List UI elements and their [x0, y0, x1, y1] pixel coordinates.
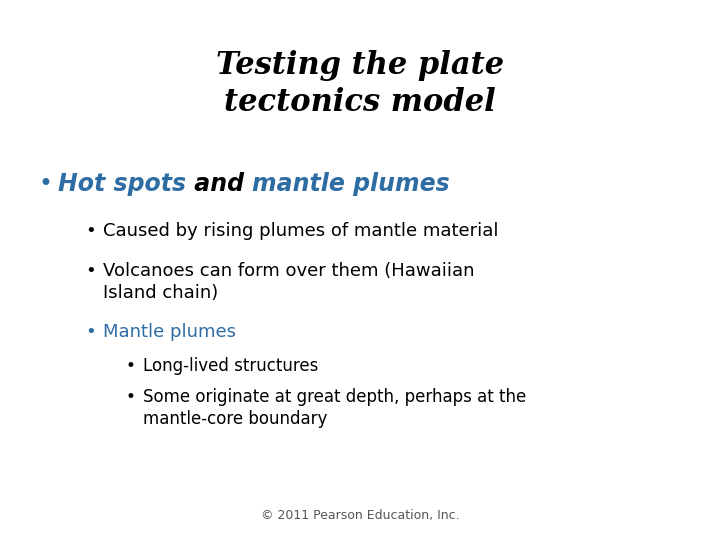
Text: Testing the plate
tectonics model: Testing the plate tectonics model: [216, 50, 504, 118]
Text: © 2011 Pearson Education, Inc.: © 2011 Pearson Education, Inc.: [261, 509, 459, 522]
Text: Mantle plumes: Mantle plumes: [103, 323, 236, 341]
Text: Long-lived structures: Long-lived structures: [143, 357, 318, 375]
Text: mantle plumes: mantle plumes: [253, 172, 450, 196]
Text: •: •: [125, 357, 135, 375]
Text: •: •: [85, 323, 96, 341]
Text: •: •: [38, 172, 52, 196]
Text: •: •: [85, 262, 96, 280]
Text: Hot spots: Hot spots: [58, 172, 186, 196]
Text: Caused by rising plumes of mantle material: Caused by rising plumes of mantle materi…: [103, 222, 498, 240]
Text: Volcanoes can form over them (Hawaiian
Island chain): Volcanoes can form over them (Hawaiian I…: [103, 262, 474, 302]
Text: •: •: [125, 388, 135, 406]
Text: and: and: [186, 172, 253, 196]
Text: •: •: [85, 222, 96, 240]
Text: Some originate at great depth, perhaps at the
mantle-core boundary: Some originate at great depth, perhaps a…: [143, 388, 526, 428]
